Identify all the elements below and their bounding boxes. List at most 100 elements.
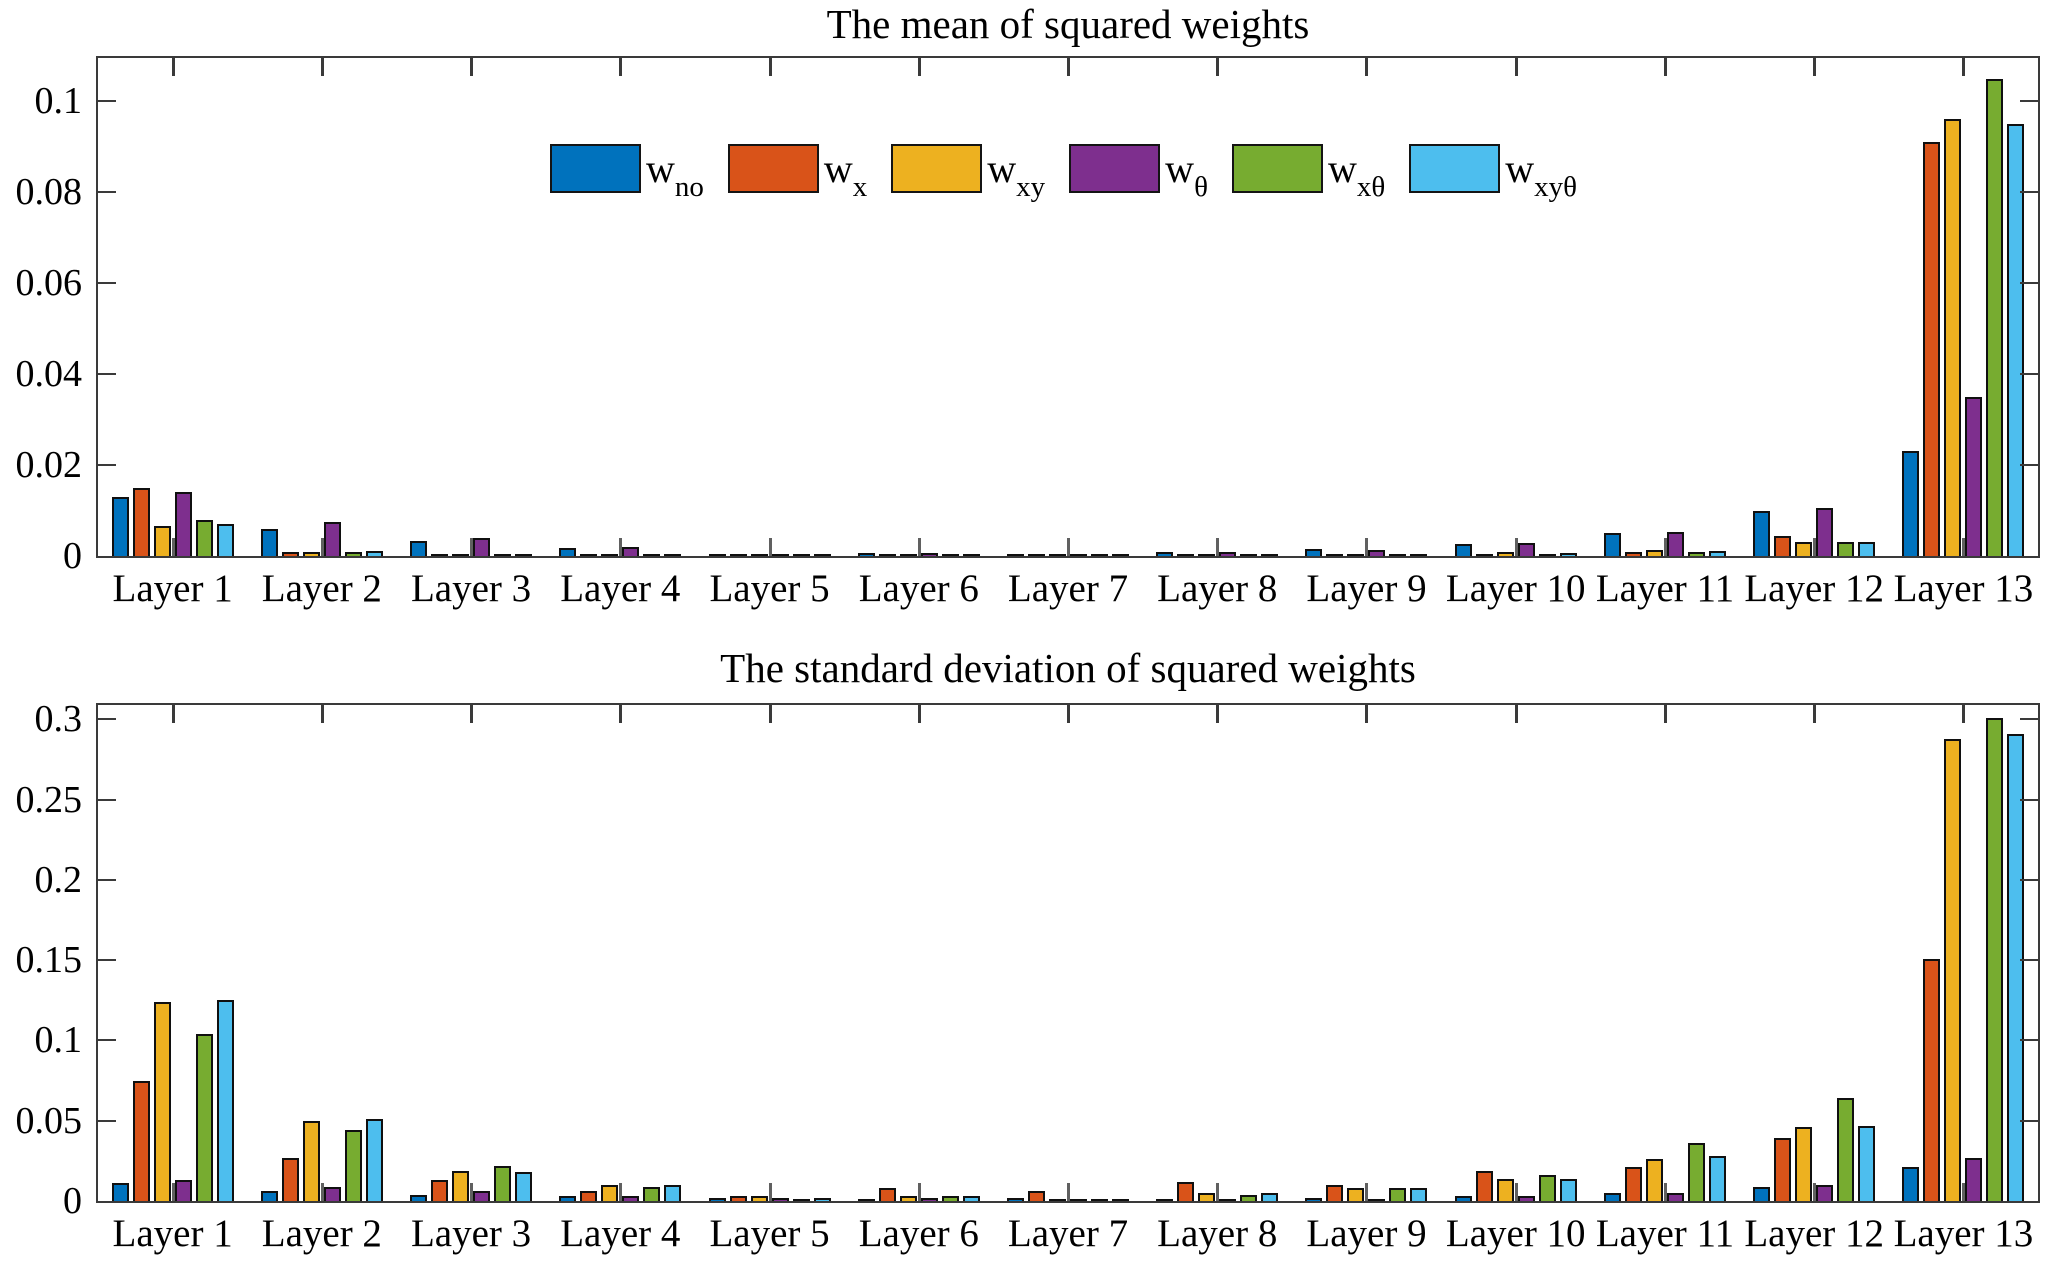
bar <box>1645 1159 1663 1201</box>
bar <box>494 554 512 556</box>
y-tick-label: 0.1 <box>34 80 83 123</box>
x-tick-mark <box>470 705 474 723</box>
x-tick-mark <box>917 538 921 556</box>
bar <box>1177 554 1195 556</box>
x-tick-mark <box>1067 58 1071 76</box>
x-tick-mark <box>1067 705 1071 723</box>
x-tick-label: Layer 11 <box>1595 1212 1735 1255</box>
bar <box>1219 551 1237 556</box>
x-tick-label: Layer 10 <box>1445 567 1586 610</box>
y-tick-mark <box>98 878 116 881</box>
layer-group: Layer 1 <box>98 58 247 610</box>
bar <box>1112 1199 1130 1201</box>
bar <box>302 1120 320 1201</box>
layer-group: Layer 13 <box>1889 58 2038 610</box>
bar <box>1347 1188 1365 1201</box>
x-tick-label: Layer 13 <box>1893 1212 2034 1255</box>
legend-label: wx <box>823 146 868 203</box>
x-tick-mark <box>320 58 324 76</box>
y-tick-label: 0.1 <box>34 1019 83 1062</box>
bar <box>1198 1193 1216 1201</box>
bar <box>1645 550 1663 556</box>
x-tick-mark <box>1663 58 1667 76</box>
x-tick-mark <box>619 705 623 723</box>
std-plot-area: Layer 1 Layer 2 Layer 3 Layer 4 Layer 5 Layer… <box>96 703 2040 1255</box>
legend-label: wxy <box>987 146 1046 203</box>
bar <box>1091 1199 1109 1201</box>
bar <box>2007 123 2025 556</box>
bar <box>260 1191 278 1201</box>
bar <box>878 1188 896 1201</box>
bar <box>1923 958 1941 1201</box>
bar <box>1219 1198 1237 1201</box>
x-tick-mark <box>768 538 772 556</box>
y-tick-label: 0.04 <box>15 353 83 396</box>
bar <box>410 1194 428 1201</box>
layer-group: Layer 3 <box>396 58 545 610</box>
y-tick-label: 0 <box>63 535 82 577</box>
bar <box>1261 554 1279 556</box>
x-tick-mark <box>619 538 623 556</box>
bar <box>771 1197 789 1201</box>
bar <box>643 1186 661 1201</box>
bar <box>1816 508 1834 556</box>
bar <box>1902 1167 1920 1201</box>
bar <box>1389 554 1407 556</box>
x-tick-label: Layer 9 <box>1306 1212 1427 1255</box>
layer-group: Layer 12 <box>1740 58 1889 610</box>
bar <box>1795 542 1813 556</box>
bar <box>1538 1175 1556 1201</box>
bar <box>344 1130 362 1201</box>
bar <box>1496 551 1514 556</box>
x-tick-label: Layer 4 <box>560 1212 681 1255</box>
bar <box>153 526 171 556</box>
bar <box>857 552 875 556</box>
x-tick-label: Layer 6 <box>858 567 979 610</box>
x-tick-mark <box>1962 538 1966 556</box>
layer-group: Layer 12 <box>1740 705 1889 1255</box>
bar <box>1326 554 1344 556</box>
bar <box>1603 533 1621 556</box>
layer-group: Layer 1 <box>98 705 247 1255</box>
bar <box>1410 1188 1428 1201</box>
x-tick-mark <box>917 1183 921 1201</box>
bar <box>365 550 383 556</box>
bar <box>174 492 192 556</box>
x-tick-mark <box>1365 58 1369 76</box>
x-tick-label: Layer 7 <box>1007 1212 1129 1255</box>
std-chart-title: The standard deviation of squared weight… <box>720 645 1416 691</box>
layer-group: Layer 7 <box>993 58 1142 610</box>
x-tick-mark <box>1813 705 1817 723</box>
y-tick-mark <box>2020 464 2038 467</box>
layer-group: Layer 11 <box>1590 705 1739 1255</box>
legend-swatch <box>1409 144 1501 193</box>
bar <box>920 553 938 556</box>
x-tick-mark <box>470 58 474 76</box>
x-tick-label: Layer 3 <box>410 567 532 610</box>
bar <box>729 1196 747 1201</box>
bar <box>559 1196 577 1201</box>
legend-entry: wxθ <box>1231 144 1385 212</box>
bar <box>195 1034 213 1201</box>
bar <box>1559 553 1577 556</box>
bar <box>941 554 959 556</box>
y-tick-label: 0 <box>63 1180 82 1222</box>
x-tick-mark <box>1216 58 1220 76</box>
bar <box>452 1170 470 1201</box>
y-tick-mark <box>98 464 116 467</box>
x-tick-mark <box>917 705 921 723</box>
bar <box>1410 554 1428 556</box>
legend-swatch <box>1231 144 1323 193</box>
y-tick-mark <box>2020 282 2038 285</box>
x-tick-mark <box>320 538 324 556</box>
bar <box>1007 554 1025 556</box>
x-tick-mark <box>917 58 921 76</box>
bar <box>174 1180 192 1201</box>
layer-group: Layer 5 <box>695 58 844 610</box>
bar <box>962 1196 980 1201</box>
x-tick-label: Layer 1 <box>112 567 233 610</box>
bar-groups: Layer 1 Layer 2 Layer 3 Layer 4 Layer 5 Layer… <box>98 58 2038 610</box>
bar <box>1965 396 1983 556</box>
x-tick-mark <box>768 705 772 723</box>
layer-group: Layer 3 <box>396 705 545 1255</box>
